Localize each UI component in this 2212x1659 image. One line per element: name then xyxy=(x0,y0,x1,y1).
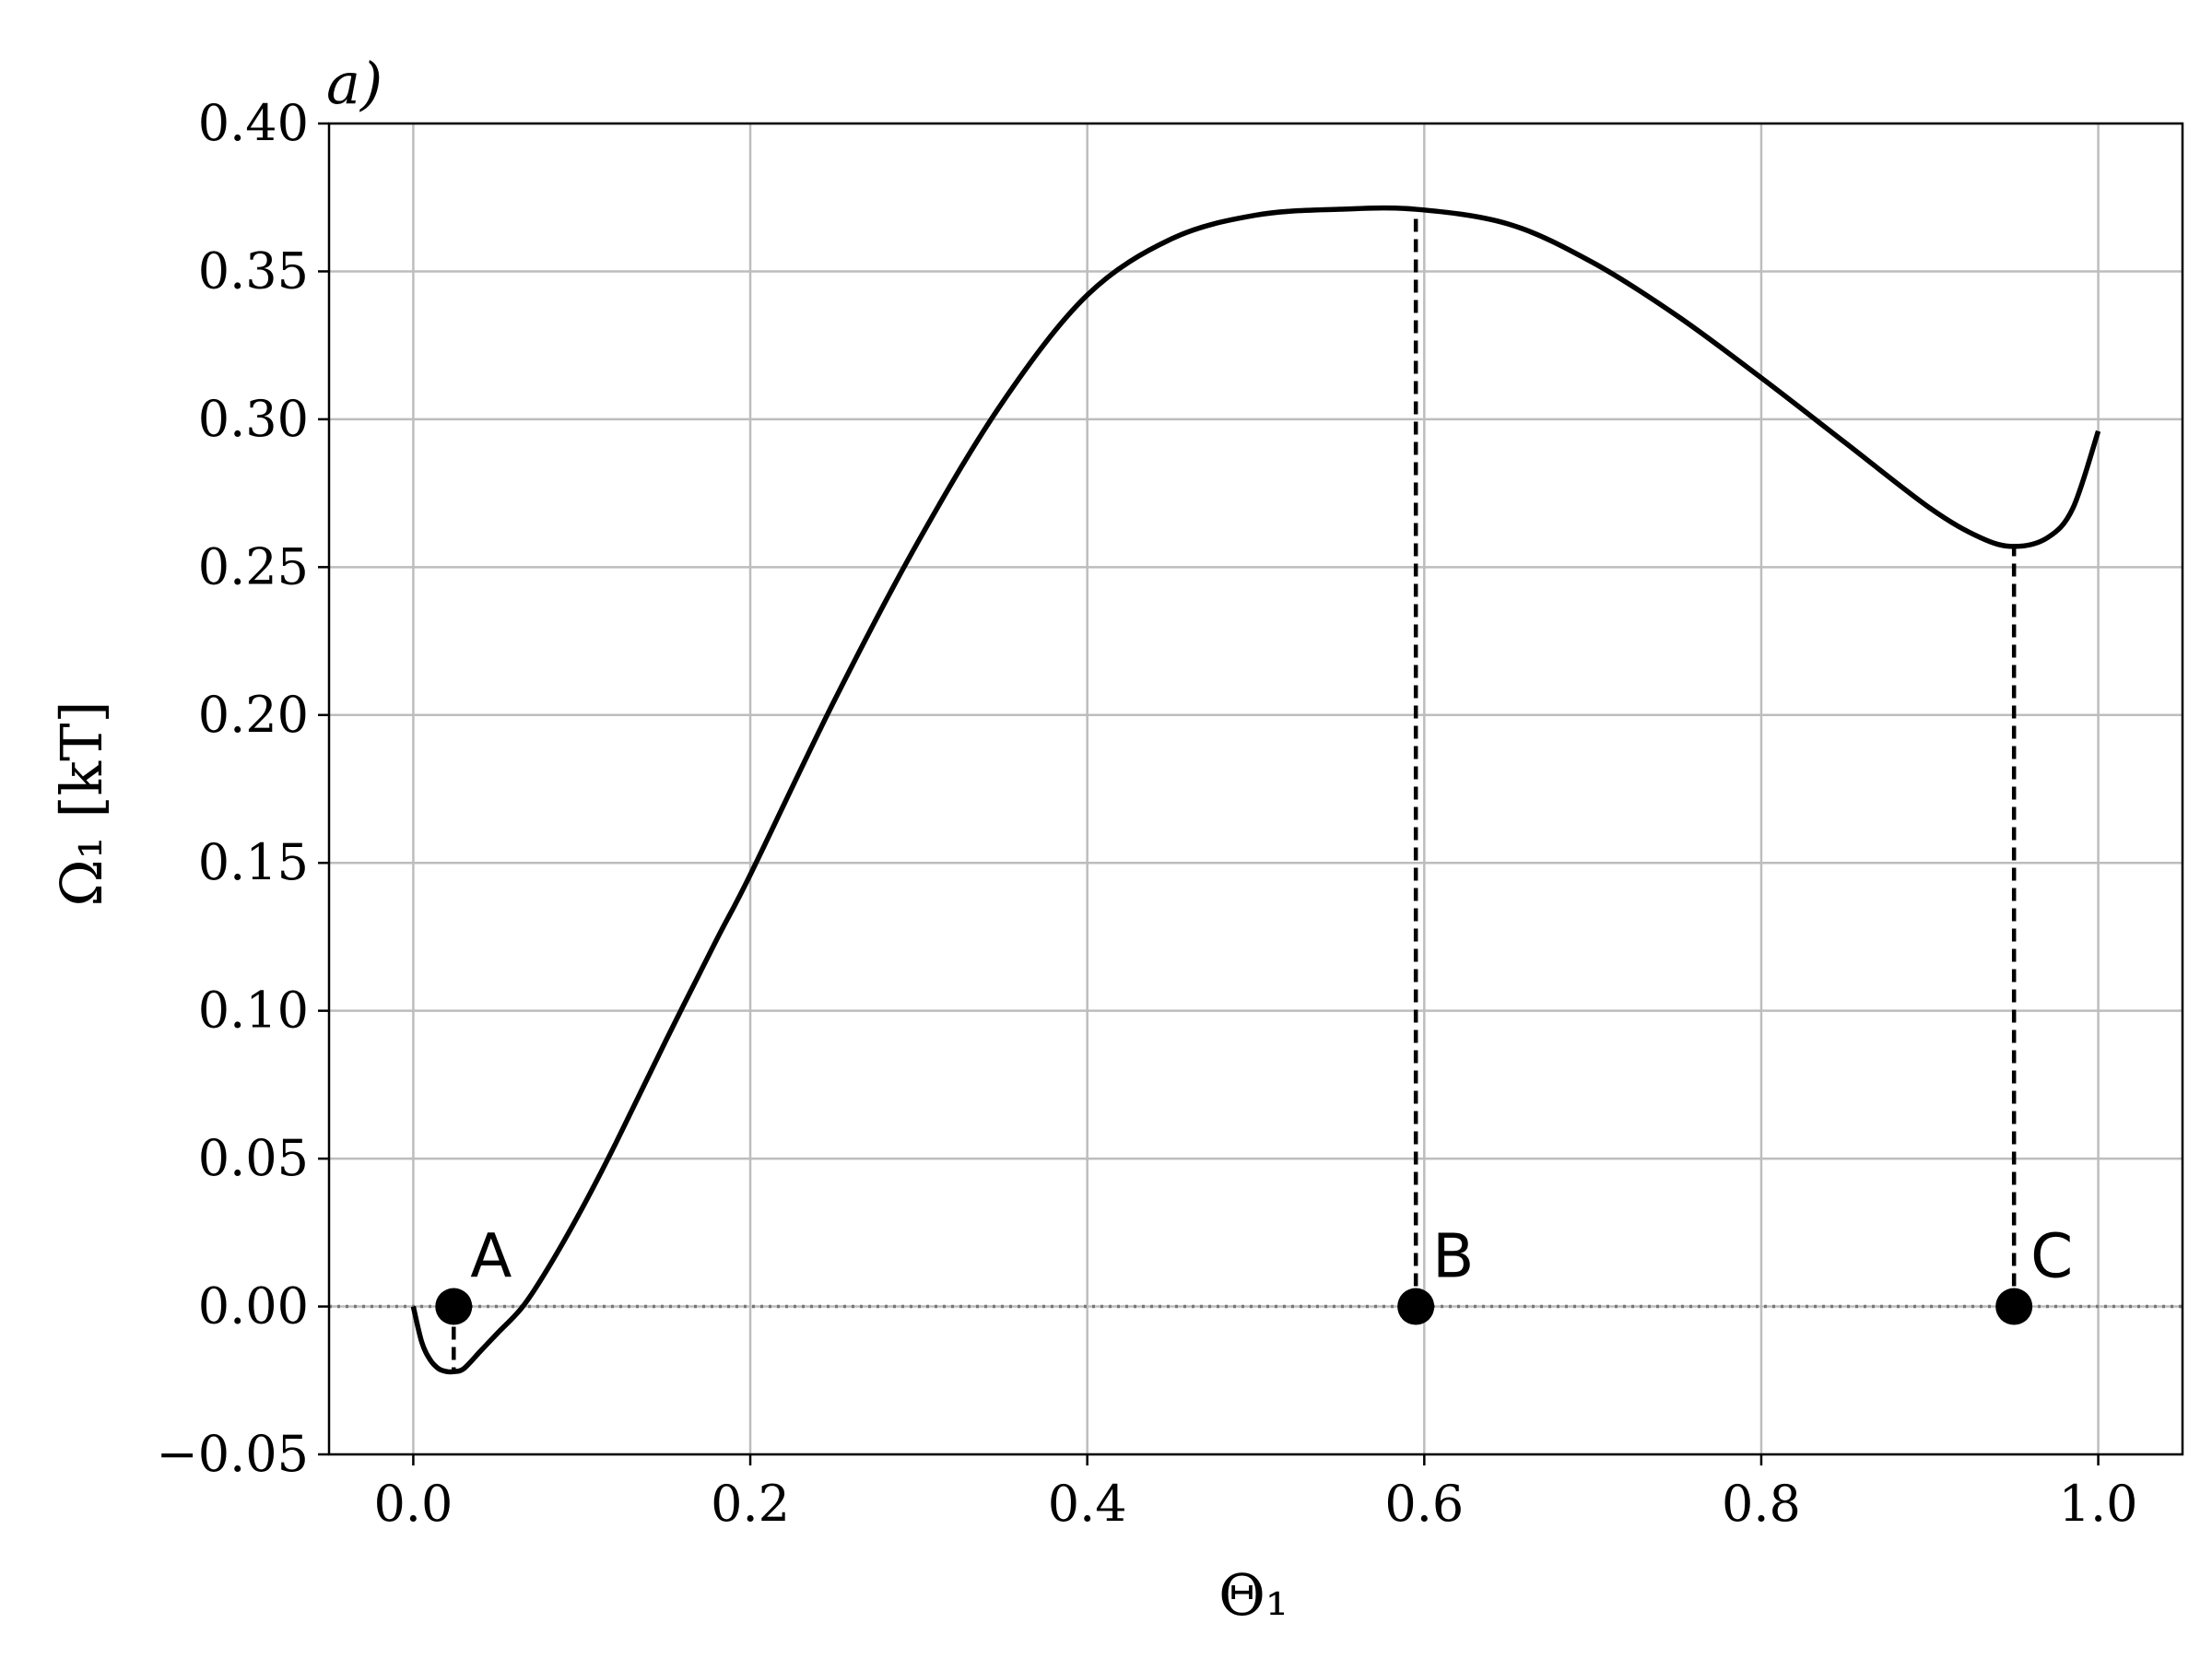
series-line xyxy=(410,205,2101,1375)
x-tick-label: 0.0 xyxy=(373,1475,453,1533)
y-tick-label: 0.40 xyxy=(198,94,309,152)
x-tick-label: 1.0 xyxy=(2059,1475,2138,1533)
x-axis-ticks: 0.0 0.2 0.4 0.6 0.8 1.0 xyxy=(373,1454,2138,1533)
y-tick-label: −0.05 xyxy=(157,1425,309,1483)
grid xyxy=(329,122,2183,1456)
x-tick-label: 0.6 xyxy=(1384,1475,1464,1533)
plot-frame xyxy=(327,122,2184,1456)
y-tick-label: 0.05 xyxy=(198,1129,309,1187)
point-label-c: C xyxy=(2030,1221,2073,1292)
panel-label: a) xyxy=(326,50,382,117)
y-tick-label: 0.30 xyxy=(198,390,309,448)
point-b xyxy=(1397,1288,1435,1325)
point-c xyxy=(1995,1288,2033,1325)
point-label-a: A xyxy=(470,1221,512,1292)
y-axis-label: Ω₁ [kT] xyxy=(48,700,115,906)
y-axis-ticks: −0.05 0.00 0.05 0.10 0.15 0.20 0.25 0.30 0.35 0.4… xyxy=(157,94,329,1483)
x-tick-label: 0.8 xyxy=(1722,1475,1801,1533)
y-tick-label: 0.25 xyxy=(198,537,309,595)
x-tick-label: 0.2 xyxy=(711,1475,790,1533)
point-a xyxy=(435,1288,473,1325)
guide-dashes xyxy=(452,209,2017,1372)
x-axis-label: Θ₁ xyxy=(1218,1561,1288,1629)
y-tick-label: 0.00 xyxy=(198,1277,309,1335)
y-tick-label: 0.10 xyxy=(198,982,309,1040)
y-tick-label: 0.15 xyxy=(198,833,309,891)
y-tick-label: 0.20 xyxy=(198,686,309,744)
y-tick-label: 0.35 xyxy=(198,241,309,300)
point-label-b: B xyxy=(1432,1221,1474,1292)
x-tick-label: 0.4 xyxy=(1048,1475,1127,1533)
point-markers: A B C xyxy=(435,1221,2073,1325)
